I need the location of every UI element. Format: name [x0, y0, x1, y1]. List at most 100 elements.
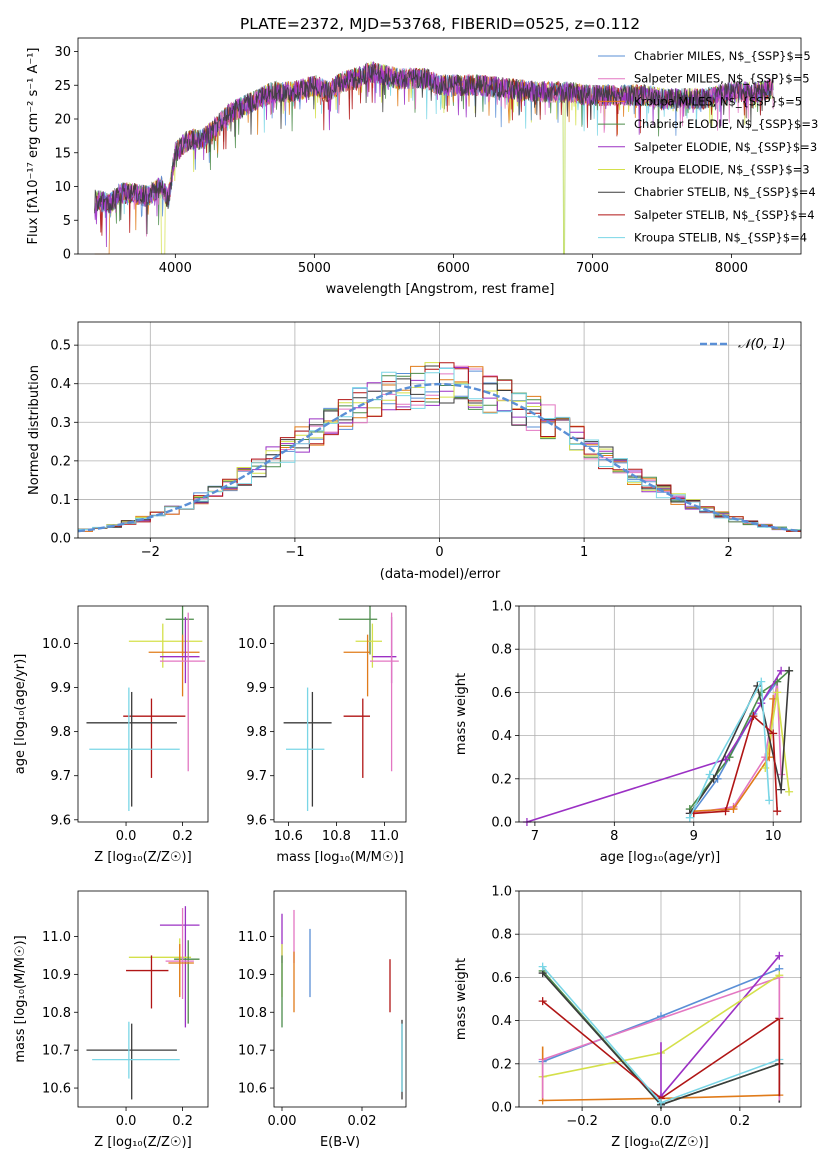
weight-vs-age-series-5 [764, 692, 790, 792]
mass-vs-ebv-y-ticks: 10.6 10.7 10.8 10.9 11.0 [238, 930, 274, 1097]
x-tick-label: 2 [725, 545, 733, 560]
age-vs-mass-y-ticks: 9.6 9.7 9.8 9.9 10.0 [238, 637, 274, 828]
y-tick-label: 10.0 [42, 637, 71, 652]
weight-vs-Z-xlabel: Z [log₁₀(Z/Z☉)] [611, 1135, 708, 1150]
weight-vs-Z-frame [518, 890, 802, 1108]
weight-vs-Z-ylabel: mass weight [454, 958, 469, 1040]
residuals-x-ticks: −2 −1 0 1 2 [141, 538, 733, 560]
weight-vs-age-grid [519, 605, 801, 823]
weight-vs-Z-y-ticks: 0.0 0.2 0.4 0.6 0.8 1.0 [491, 885, 519, 1116]
y-tick-label: 20 [54, 113, 71, 128]
mass-vs-ebv-xlabel: E(B-V) [320, 1135, 360, 1150]
weight-vs-Z-series-4 [660, 955, 780, 1097]
weight-vs-Z-x-ticks: −0.2 0.0 0.2 [566, 1107, 750, 1129]
histogram-series-8 [78, 368, 801, 531]
y-tick-label: 10.9 [238, 968, 267, 983]
x-tick-label: 0.2 [172, 829, 193, 844]
age-vs-mass-point-7 [286, 687, 325, 811]
spectrum-y-ticks: 0 5 10 15 20 25 30 [54, 45, 78, 263]
weight-vs-Z-plot-area [538, 951, 784, 1109]
x-tick-label: 0 [435, 545, 443, 560]
age-vs-Z-point-2 [148, 634, 200, 697]
mass-vs-Z-point-4 [168, 944, 194, 998]
age-vs-mass-point-4 [370, 612, 399, 772]
y-tick-label: 0.0 [491, 816, 512, 831]
x-tick-label: 5000 [298, 261, 331, 276]
weight-vs-age-marker [761, 764, 770, 772]
mass-vs-Z-x-ticks: 0.0 0.2 [116, 1107, 193, 1129]
x-tick-label: 1 [580, 545, 588, 560]
x-tick-label: 0.00 [268, 1114, 297, 1129]
y-tick-label: 0.0 [50, 532, 71, 547]
weight-vs-Z-series-1 [542, 976, 780, 1061]
y-tick-label: 9.6 [246, 813, 267, 828]
legend-label-2: Kroupa MILES, N$_{SSP}$=5 [634, 94, 802, 108]
y-tick-label: 0.2 [491, 1057, 512, 1072]
age-vs-Z-frame [77, 605, 209, 823]
residuals-panel: −2 −1 0 1 2 0.0 0.1 0.2 0.3 0.4 0.5 (data-model)/… [27, 321, 802, 582]
y-tick-label: 10.8 [42, 1006, 71, 1021]
x-tick-label: −0.2 [566, 1114, 598, 1129]
weight-vs-age-y-ticks: 0.0 0.2 0.4 0.6 0.8 1.0 [491, 600, 519, 831]
residuals-legend-label: 𝒩(0, 1) [738, 337, 785, 352]
x-tick-label: 10.6 [274, 829, 303, 844]
age-vs-Z-point-7 [89, 687, 180, 811]
weight-vs-age-plot-area [522, 666, 794, 826]
spectrum-panel: PLATE=2372, MJD=53768, FIBERID=0525, z=0… [26, 15, 818, 297]
x-tick-label: 8000 [715, 261, 748, 276]
spectrum-legend: Chabrier MILES, N$_{SSP}$=5 Salpeter MILE… [598, 49, 818, 245]
residuals-ylabel: Normed distribution [27, 365, 42, 495]
y-tick-label: 11.0 [238, 930, 267, 945]
legend-label-4: Salpeter ELODIE, N$_{SSP}$=3 [634, 140, 817, 154]
age-vs-mass-point-3 [372, 617, 397, 684]
y-tick-label: 9.8 [246, 725, 267, 740]
age-vs-Z-ylabel: age [log₁₀(age/yr)] [13, 654, 28, 775]
mass-vs-Z-point-2 [174, 940, 200, 1024]
x-tick-label: 10.8 [322, 829, 351, 844]
legend-label-3: Chabrier ELODIE, N$_{SSP}$=3 [634, 117, 818, 131]
y-tick-label: 0.3 [50, 416, 71, 431]
weight-vs-age-marker [685, 813, 694, 822]
weight-vs-age-marker [777, 785, 786, 794]
x-tick-label: 0.0 [116, 1114, 137, 1129]
weight-vs-age-marker [777, 666, 786, 675]
residuals-y-ticks: 0.0 0.1 0.2 0.3 0.4 0.5 [50, 339, 78, 547]
weight-vs-age-marker [769, 729, 778, 738]
weight-vs-age-panel: 7 8 9 10 0.0 0.2 0.4 0.6 0.8 1.0 age [log₁₀(age/yr… [454, 600, 802, 865]
age-vs-mass-point-5 [343, 698, 370, 778]
age-vs-mass-panel: 10.6 10.8 11.0 9.6 9.7 9.8 9.9 10.0 mass [log₁₀(… [238, 605, 407, 865]
weight-vs-age-marker [773, 688, 782, 697]
x-tick-label: 0.02 [348, 1114, 377, 1129]
age-vs-Z-point-3 [159, 617, 200, 684]
mass-vs-ebv-frame [273, 890, 407, 1108]
mass-vs-Z-plot-area [86, 906, 200, 1100]
age-vs-mass-point-1 [355, 623, 382, 668]
weight-vs-age-marker [785, 666, 794, 675]
weight-vs-age-series-8 [689, 678, 770, 819]
spectrum-series-6 [94, 63, 774, 235]
mass-vs-ebv-plot-area [281, 909, 403, 1100]
spectrum-plot-area [94, 60, 774, 255]
small-panels: 0.0 0.2 9.6 9.7 9.8 9.9 10.0 Z [log₁₀(Z/Z☉)] age… [13, 600, 802, 1150]
weight-vs-age-xlabel: age [log₁₀(age/yr)] [600, 850, 721, 865]
x-tick-label: 10 [765, 829, 782, 844]
x-tick-label: 7000 [576, 261, 609, 276]
weight-vs-age-marker [765, 796, 774, 805]
age-vs-Z-xlabel: Z [log₁₀(Z/Z☉)] [94, 850, 191, 865]
y-tick-label: 0.5 [50, 339, 71, 354]
y-tick-label: 0.1 [50, 493, 71, 508]
y-tick-label: 9.9 [50, 681, 71, 696]
y-tick-label: 10.6 [238, 1082, 267, 1097]
spectrum-x-ticks: 4000 5000 6000 7000 8000 [159, 254, 748, 276]
legend-label-1: Salpeter MILES, N$_{SSP}$=5 [634, 72, 810, 86]
y-tick-label: 1.0 [491, 600, 512, 615]
spectrum-title: PLATE=2372, MJD=53768, FIBERID=0525, z=0… [240, 15, 640, 33]
mass-vs-Z-ylabel: mass [log₁₀(M/M☉)] [13, 935, 28, 1062]
legend-label-8: Kroupa STELIB, N$_{SSP}$=4 [634, 231, 807, 245]
age-vs-mass-xlabel: mass [log₁₀(M/M☉)] [276, 850, 403, 865]
weight-vs-Z-panel: −0.2 0.0 0.2 0.0 0.2 0.4 0.6 0.8 1.0 Z [log₁₀(Z/Z… [454, 885, 802, 1150]
age-vs-Z-point-1 [128, 623, 203, 668]
y-tick-label: 10.8 [238, 1006, 267, 1021]
x-tick-label: 7 [531, 829, 539, 844]
residuals-legend: 𝒩(0, 1) [700, 337, 785, 352]
